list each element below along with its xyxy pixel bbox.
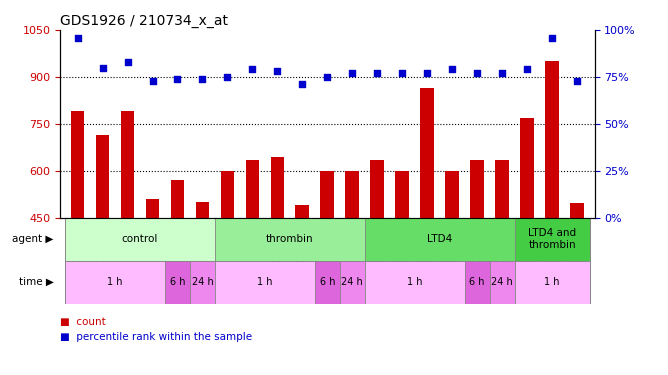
Bar xyxy=(470,160,484,358)
Point xyxy=(172,76,183,82)
Point xyxy=(472,70,482,76)
Bar xyxy=(514,217,590,261)
Text: ■  percentile rank within the sample: ■ percentile rank within the sample xyxy=(60,333,253,342)
Point xyxy=(497,70,508,76)
Bar xyxy=(121,111,134,358)
Bar xyxy=(570,202,584,358)
Text: 1 h: 1 h xyxy=(108,277,123,287)
Text: ■  count: ■ count xyxy=(60,318,106,327)
Bar xyxy=(165,261,190,304)
Point xyxy=(222,74,232,80)
Bar xyxy=(495,160,509,358)
Point xyxy=(98,64,108,70)
Bar xyxy=(340,261,365,304)
Point xyxy=(272,68,283,74)
Bar xyxy=(295,205,309,358)
Bar xyxy=(370,160,384,358)
Bar xyxy=(215,261,315,304)
Bar xyxy=(96,135,110,358)
Bar xyxy=(65,261,165,304)
Bar xyxy=(196,202,209,358)
Bar xyxy=(490,261,514,304)
Point xyxy=(572,78,582,84)
Bar xyxy=(246,160,259,358)
Text: 6 h: 6 h xyxy=(319,277,335,287)
Bar xyxy=(146,199,160,358)
Bar xyxy=(420,88,434,358)
Bar xyxy=(71,111,84,358)
Point xyxy=(397,70,407,76)
Point xyxy=(347,70,357,76)
Point xyxy=(72,34,83,40)
Text: agent ▶: agent ▶ xyxy=(12,234,53,244)
Text: thrombin: thrombin xyxy=(266,234,314,244)
Point xyxy=(147,78,158,84)
Bar xyxy=(170,180,184,358)
Point xyxy=(546,34,557,40)
Point xyxy=(197,76,208,82)
Bar xyxy=(215,217,365,261)
Bar xyxy=(220,171,234,358)
Bar xyxy=(271,157,285,358)
Text: 1 h: 1 h xyxy=(544,277,560,287)
Text: 6 h: 6 h xyxy=(170,277,185,287)
Text: GDS1926 / 210734_x_at: GDS1926 / 210734_x_at xyxy=(60,13,228,28)
Point xyxy=(122,59,133,65)
Text: LTD4 and
thrombin: LTD4 and thrombin xyxy=(528,228,576,250)
Bar xyxy=(446,171,459,358)
Bar xyxy=(514,261,590,304)
Bar xyxy=(190,261,215,304)
Bar xyxy=(465,261,490,304)
Text: 24 h: 24 h xyxy=(192,277,213,287)
Point xyxy=(447,66,458,72)
Bar xyxy=(520,117,534,358)
Text: 6 h: 6 h xyxy=(470,277,485,287)
Bar xyxy=(345,171,359,358)
Text: LTD4: LTD4 xyxy=(427,234,452,244)
Text: 1 h: 1 h xyxy=(407,277,422,287)
Bar xyxy=(545,61,559,358)
Point xyxy=(422,70,433,76)
Bar xyxy=(321,171,334,358)
Text: 1 h: 1 h xyxy=(257,277,273,287)
Bar xyxy=(65,217,215,261)
Point xyxy=(297,81,308,87)
Point xyxy=(322,74,333,80)
Point xyxy=(522,66,532,72)
Bar xyxy=(365,261,465,304)
Text: time ▶: time ▶ xyxy=(19,277,53,287)
Point xyxy=(372,70,383,76)
Text: 24 h: 24 h xyxy=(491,277,513,287)
Text: control: control xyxy=(122,234,158,244)
Bar xyxy=(315,261,340,304)
Text: 24 h: 24 h xyxy=(341,277,363,287)
Point xyxy=(247,66,258,72)
Bar xyxy=(365,217,514,261)
Bar xyxy=(395,171,409,358)
